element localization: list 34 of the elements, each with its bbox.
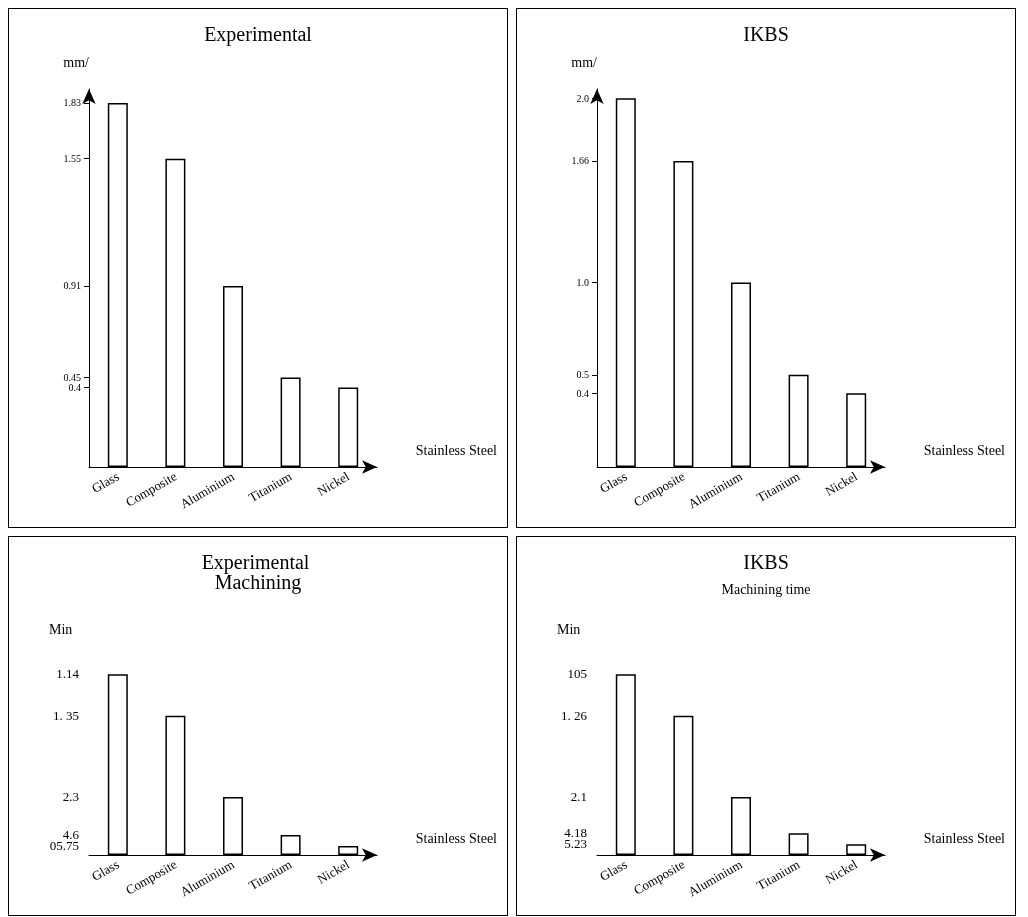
y-tick-label: 0.45: [63, 371, 81, 383]
y-tick-label: 0.91: [63, 280, 81, 292]
text: Stainless Steel: [923, 442, 1006, 458]
text: 4.6: [62, 827, 80, 843]
y-tick-label: 1.55: [63, 153, 81, 165]
chart-subtitle: Machining time: [721, 581, 811, 597]
y-axis-title: Min: [49, 621, 73, 637]
chart-title: IKBS: [743, 551, 789, 573]
text: Stainless Steel: [923, 830, 1006, 846]
y-axis-title: mm/: [63, 54, 90, 70]
y-tick-label: 1.83: [63, 97, 81, 109]
x-tick-label: Glass: [89, 856, 122, 884]
text: 1. 26: [561, 707, 588, 723]
y-axis-title: mm/: [571, 54, 598, 70]
x-tick-label: Glass: [597, 856, 630, 884]
y-tick-label: 0.4: [68, 381, 81, 393]
y-axis-title: Min: [557, 621, 581, 637]
chart-title: Experimental: [204, 23, 313, 46]
chart-title: IKBS: [743, 23, 789, 45]
x-tick-label: Glass: [89, 468, 122, 496]
text: 1.14: [56, 666, 80, 682]
text: Stainless Steel: [415, 442, 498, 458]
text: 2.3: [62, 789, 79, 805]
y-tick-label: 2.0: [576, 92, 589, 104]
y-tick-label: 1.0: [576, 277, 589, 289]
chart-title: Experimental Machining: [201, 551, 315, 594]
text: 1. 35: [53, 707, 79, 723]
y-tick-label: 1.66: [571, 155, 589, 167]
text: 2.1: [570, 789, 587, 805]
y-tick-label: 0.4: [576, 387, 589, 399]
text: Stainless Steel: [415, 830, 498, 846]
y-tick-label: 0.5: [576, 369, 589, 381]
x-tick-label: Glass: [597, 468, 630, 496]
text: 105: [567, 666, 587, 682]
